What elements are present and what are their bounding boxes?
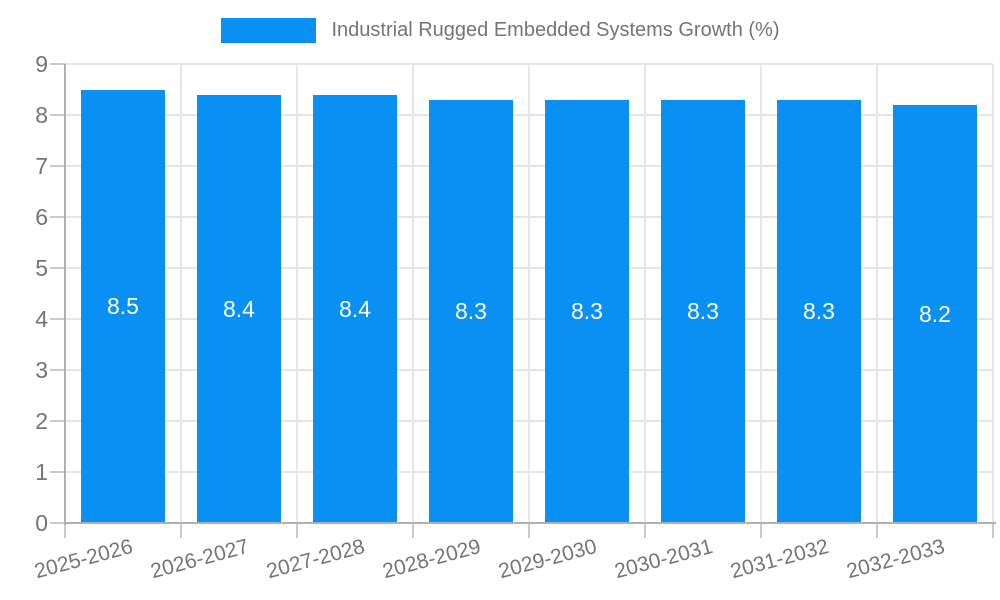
bar-value-label: 8.3 (687, 298, 719, 325)
y-axis-tick-label: 8 (35, 102, 48, 128)
x-tick-mark (644, 523, 646, 538)
legend-swatch (220, 18, 316, 43)
bar[interactable] (81, 89, 165, 522)
x-tick-mark (760, 523, 762, 538)
y-axis-tick-label: 4 (35, 306, 48, 332)
y-axis-tick-label: 6 (35, 204, 48, 230)
bar[interactable] (545, 99, 629, 522)
y-axis-tick-label: 9 (35, 51, 48, 77)
chart-legend: Industrial Rugged Embedded Systems Growt… (0, 18, 1000, 43)
y-tick-mark (50, 471, 65, 473)
y-tick-mark (50, 114, 65, 116)
bar-value-label: 8.3 (803, 298, 835, 325)
bar[interactable] (661, 99, 745, 522)
x-tick-mark (528, 523, 530, 538)
y-tick-mark (50, 216, 65, 218)
x-tick-mark (64, 523, 66, 538)
bar[interactable] (893, 104, 977, 522)
x-tick-mark (296, 523, 298, 538)
y-tick-mark (50, 165, 65, 167)
y-axis-tick-label: 0 (35, 510, 48, 536)
y-axis-tick-label: 1 (35, 459, 48, 485)
bar-value-label: 8.2 (919, 300, 951, 327)
x-gridline (876, 64, 878, 523)
y-tick-mark (50, 522, 65, 524)
bar[interactable] (313, 94, 397, 522)
y-tick-mark (50, 318, 65, 320)
x-gridline (644, 64, 646, 523)
bar[interactable] (429, 99, 513, 522)
y-tick-mark (50, 267, 65, 269)
x-gridline (992, 64, 994, 523)
y-axis-line (64, 64, 66, 525)
x-tick-mark (412, 523, 414, 538)
y-axis-tick-label: 3 (35, 357, 48, 383)
x-gridline (528, 64, 530, 523)
x-gridline (180, 64, 182, 523)
y-tick-mark (50, 63, 65, 65)
y-tick-mark (50, 369, 65, 371)
bar-value-label: 8.3 (455, 298, 487, 325)
bar-value-label: 8.4 (223, 295, 255, 322)
y-tick-mark (50, 420, 65, 422)
bar[interactable] (777, 99, 861, 522)
y-axis-tick-label: 5 (35, 255, 48, 281)
x-gridline (760, 64, 762, 523)
bar-value-label: 8.4 (339, 295, 371, 322)
x-axis-line (64, 522, 996, 524)
bar-value-label: 8.5 (107, 293, 139, 320)
x-gridline (412, 64, 414, 523)
x-tick-mark (180, 523, 182, 538)
legend-label: Industrial Rugged Embedded Systems Growt… (331, 19, 780, 41)
y-axis-tick-label: 2 (35, 408, 48, 434)
x-tick-mark (992, 523, 994, 538)
x-gridline (296, 64, 298, 523)
y-axis-tick-label: 7 (35, 153, 48, 179)
x-tick-mark (876, 523, 878, 538)
bar[interactable] (197, 94, 281, 522)
bar-value-label: 8.3 (571, 298, 603, 325)
